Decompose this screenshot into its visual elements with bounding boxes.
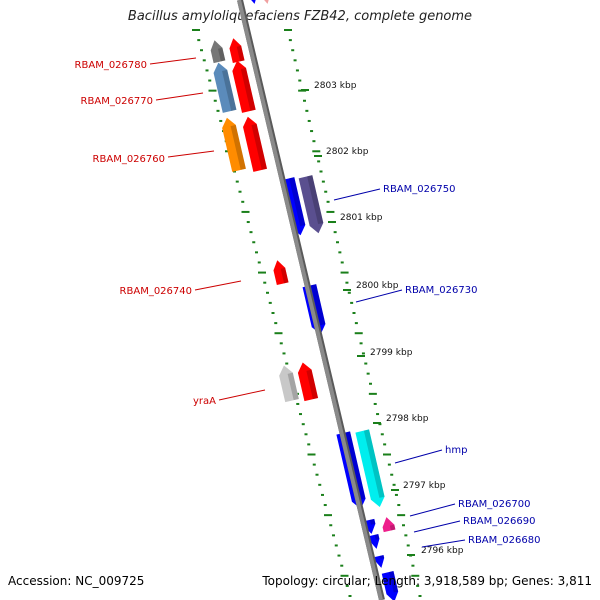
- reverse-gene-label: RBAM_026730: [405, 285, 477, 296]
- gene-top-pink: [259, 0, 271, 4]
- gene-rbam-026680: [373, 555, 385, 568]
- scale-label: 2799 kbp: [370, 348, 413, 358]
- forward-gene-label: RBAM_026740: [120, 286, 192, 297]
- gene-rbam-026770: [232, 60, 256, 113]
- outer-tick-ring: [284, 29, 422, 597]
- reverse-gene-label: RBAM_026680: [468, 535, 540, 546]
- gene-rbam-026760-orange: [222, 117, 246, 172]
- leader-line: [167, 150, 215, 158]
- leader-line: [355, 289, 403, 303]
- gene-top-blue: [246, 0, 258, 4]
- reverse-gene-label: RBAM_026690: [463, 516, 535, 527]
- leader-line: [421, 539, 466, 548]
- leader-line: [149, 57, 197, 65]
- forward-gene-label: RBAM_026770: [81, 96, 153, 107]
- leader-line: [155, 92, 204, 101]
- gene-yraa: [297, 362, 319, 402]
- scale-label: 2796 kbp: [421, 546, 464, 556]
- scale-labels: 2803 kbp 2802 kbp 2801 kbp 2800 kbp 2799 kbp…: [301, 81, 464, 556]
- gene-rbam-026690: [368, 534, 380, 549]
- forward-gene-label: RBAM_026760: [93, 154, 165, 165]
- gene-rbam-026780: [229, 38, 245, 64]
- leader-line: [194, 280, 242, 291]
- scale-label: 2802 kbp: [326, 147, 369, 157]
- leader-line: [409, 503, 456, 517]
- leader-line: [333, 188, 381, 201]
- gene-rbam-026700: [382, 517, 396, 533]
- leader-line: [413, 520, 461, 533]
- gene-rbam-026760: [243, 116, 268, 172]
- scale-label: 2801 kbp: [340, 213, 383, 223]
- gene-labels: RBAM_026780 RBAM_026770 RBAM_026760 RBAM_02…: [75, 57, 540, 548]
- backbone-line: [237, 0, 385, 600]
- scale-label: 2798 kbp: [386, 414, 429, 424]
- reverse-gene-label: hmp: [445, 445, 467, 456]
- gene-rbam-026740: [273, 260, 289, 286]
- scale-label: 2797 kbp: [403, 481, 446, 491]
- reverse-gene-label: RBAM_026700: [458, 499, 530, 510]
- inner-tick-ring: [192, 29, 352, 597]
- topology-text: Topology: circular; Length: 3,918,589 bp…: [262, 574, 592, 588]
- scale-label: 2803 kbp: [314, 81, 357, 91]
- forward-gene-label: RBAM_026780: [75, 60, 147, 71]
- gene-rbam-026770-steel: [213, 62, 237, 113]
- gene-yraa-grey: [279, 365, 299, 403]
- leader-line: [218, 389, 266, 401]
- gene-rbam-026750: [298, 175, 324, 234]
- scale-label: 2800 kbp: [356, 281, 399, 291]
- backbone-track: [237, 0, 383, 600]
- gene-bottom-blue: [381, 571, 399, 600]
- gene-hmp: [355, 429, 385, 508]
- gene-rbam-026780-grey: [210, 40, 226, 64]
- map-title: Bacillus amyloliquefaciens FZB42, comple…: [127, 9, 473, 24]
- leader-line: [394, 449, 443, 464]
- accession-text: Accession: NC_009725: [8, 574, 145, 588]
- reverse-gene-label: RBAM_026750: [383, 184, 455, 195]
- forward-gene-label: yraA: [193, 396, 216, 407]
